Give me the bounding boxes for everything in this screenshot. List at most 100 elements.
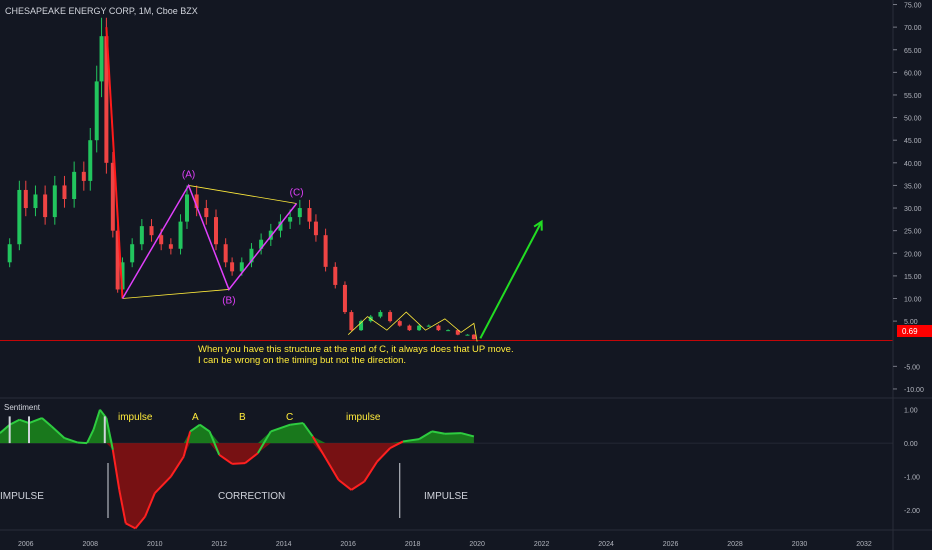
candle-body — [104, 36, 109, 163]
price-tick-label: 25.00 — [904, 229, 922, 236]
price-tick-label: 60.00 — [904, 70, 922, 77]
price-tick-label: 40.00 — [904, 161, 922, 168]
time-tick-label: 2012 — [211, 541, 227, 548]
sentiment-line-segment — [41, 417, 53, 428]
sentiment-line-segment — [0, 423, 11, 434]
phase-impulse-2: IMPULSE — [424, 491, 468, 502]
sentiment-line-segment — [50, 425, 66, 439]
crash-line — [105, 27, 124, 299]
price-tick-label: 75.00 — [904, 3, 922, 10]
candle-body — [313, 221, 318, 236]
phase-impulse-1: IMPULSE — [0, 491, 44, 502]
candle-body — [33, 194, 38, 209]
candle-body — [249, 248, 254, 263]
candle-body — [239, 262, 244, 272]
candle-body — [349, 312, 354, 331]
sentiment-line-segment — [324, 457, 340, 481]
candle-body — [359, 321, 364, 331]
time-tick-label: 2006 — [18, 541, 34, 548]
candle-body — [278, 221, 283, 231]
sentiment-line-segment — [9, 418, 20, 426]
candle-body — [88, 140, 93, 181]
sentiment-line-segment — [350, 480, 365, 491]
sentiment-line-segment — [376, 447, 391, 463]
price-tick-label: -5.00 — [904, 364, 920, 371]
time-tick-label: 2032 — [856, 541, 872, 548]
sentiment-line-segment — [290, 422, 304, 426]
time-tick-label: 2020 — [469, 541, 485, 548]
candle-body — [81, 171, 86, 181]
sentiment-line-segment — [125, 522, 136, 530]
sentiment-line-segment — [28, 417, 43, 424]
sentiment-pane[interactable] — [0, 409, 893, 530]
candle-body — [323, 235, 328, 267]
time-tick-label: 2026 — [663, 541, 679, 548]
wave-label: (C) — [290, 188, 304, 199]
sentiment-line-segment — [154, 475, 172, 494]
candle-body — [72, 171, 77, 199]
sentiment-line-segment — [92, 409, 101, 431]
sentiment-line-segment — [134, 515, 146, 529]
candle-body — [288, 217, 293, 222]
note-line-1: When you have this structure at the end … — [198, 344, 514, 355]
candle-body — [465, 334, 470, 336]
candle-body — [62, 185, 67, 199]
candle-body — [130, 244, 135, 263]
price-badge-label: 0.69 — [902, 327, 918, 336]
sentiment-tick-label: -1.00 — [904, 475, 920, 482]
wave-label: (A) — [182, 169, 195, 180]
candle-body — [23, 189, 28, 209]
symbol-title: CHESAPEAKE ENERGY CORP, 1M, Cboe BZX — [5, 6, 198, 16]
price-tick-label: 15.00 — [904, 274, 922, 281]
candle-body — [7, 244, 12, 263]
time-tick-label: 2018 — [405, 541, 421, 548]
candle-body — [446, 330, 451, 332]
sentiment-line-segment — [418, 430, 433, 440]
wave-path — [121, 183, 298, 299]
sentiment-label-a: A — [192, 412, 199, 423]
note-line-2: I can be wrong on the timing but not the… — [198, 355, 406, 366]
candle-body — [388, 312, 393, 322]
candle-body — [139, 226, 144, 245]
candle-body — [149, 226, 154, 236]
sentiment-line-segment — [232, 462, 246, 465]
time-tick-label: 2008 — [82, 541, 98, 548]
sentiment-title: Sentiment — [4, 403, 41, 412]
candle-body — [99, 36, 104, 82]
price-tick-label: 20.00 — [904, 251, 922, 258]
sentiment-tick-label: 1.00 — [904, 408, 918, 415]
sentiment-line-segment — [363, 460, 379, 483]
time-tick-label: 2014 — [276, 541, 292, 548]
candle-body — [194, 194, 199, 209]
candle-body — [471, 334, 476, 340]
wave-label: (B) — [222, 295, 235, 306]
channel-upper — [188, 185, 297, 204]
price-tick-label: 50.00 — [904, 116, 922, 123]
candle-body — [115, 230, 120, 290]
projection-arrow-head — [533, 219, 543, 231]
sentiment-label-impulse-2: impulse — [346, 412, 381, 423]
candle-body — [120, 262, 125, 290]
price-badge-bg — [897, 325, 932, 337]
price-tick-label: -10.00 — [904, 387, 924, 394]
sentiment-line-segment — [389, 440, 404, 450]
sentiment-line-segment — [170, 455, 185, 478]
price-badge: 0.69 — [897, 325, 932, 337]
candle-body — [43, 194, 48, 218]
sentiment-label-impulse-1: impulse — [118, 412, 153, 423]
sentiment-line-segment — [199, 423, 211, 433]
candle-body — [230, 262, 235, 272]
candle-body — [204, 208, 209, 218]
candle-body — [436, 325, 441, 331]
phase-correction: CORRECTION — [218, 491, 285, 502]
sentiment-line-segment — [189, 423, 201, 433]
time-tick-label: 2024 — [598, 541, 614, 548]
sentiment-line-segment — [431, 430, 446, 435]
candle-body — [259, 239, 264, 249]
sentiment-tick-label: -2.00 — [904, 508, 920, 515]
price-pane[interactable]: (A) (B) (C) — [0, 17, 893, 342]
sentiment-tick-label: 0.00 — [904, 441, 918, 448]
candle-body — [397, 321, 402, 326]
